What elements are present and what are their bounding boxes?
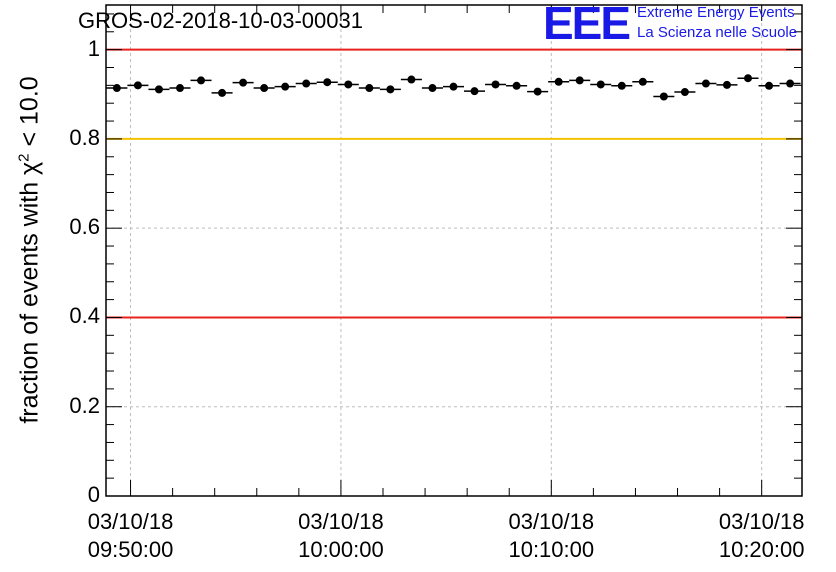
x-tick-time: 10:00:00 [298, 537, 384, 562]
data-point [638, 77, 647, 86]
data-point [344, 80, 353, 89]
x-tick-date: 03/10/18 [87, 509, 174, 534]
x-tick-time: 09:50:00 [87, 537, 174, 562]
x-tick-date: 03/10/18 [718, 509, 805, 534]
data-point [197, 76, 206, 85]
data-point [407, 75, 416, 84]
data-point [365, 84, 374, 93]
data-point [449, 82, 458, 91]
data-point [786, 79, 795, 88]
x-tick-label: 03/10/18 09:50:00 [66, 508, 196, 564]
data-point [617, 81, 626, 90]
data-point [533, 87, 542, 96]
chart-title: GROS-02-2018-10-03-00031 [78, 8, 363, 33]
x-tick-date: 03/10/18 [508, 509, 595, 534]
data-point [701, 79, 710, 88]
plot-frame [105, 4, 803, 497]
data-point [112, 84, 121, 93]
data-point [470, 87, 479, 96]
data-points [106, 74, 801, 101]
data-point [218, 88, 227, 97]
y-tick-label: 0.2 [69, 392, 100, 418]
data-point [302, 79, 311, 88]
data-point [722, 80, 731, 89]
data-point [175, 84, 184, 93]
data-point [239, 78, 248, 87]
y-tick-label: 0.6 [69, 214, 100, 240]
data-point [554, 77, 563, 86]
x-tick-time: 10:20:00 [718, 537, 805, 562]
data-point [596, 80, 605, 89]
reference-lines [106, 48, 802, 319]
data-point [260, 84, 269, 93]
eee-logo: EEE [543, 0, 631, 49]
y-tick-label: 0.4 [69, 303, 100, 329]
data-point [154, 85, 163, 94]
data-point [281, 82, 290, 91]
data-point [575, 76, 584, 85]
data-point [744, 74, 753, 83]
data-point [428, 84, 437, 93]
logo-line-1: Extreme Energy Events [637, 4, 795, 21]
grid-lines [106, 5, 802, 496]
x-tick-label: 03/10/18 10:10:00 [486, 508, 616, 564]
y-tick-label: 1 [87, 35, 100, 61]
data-point [133, 81, 142, 90]
data-point [512, 81, 521, 90]
logo-line-2: La Scienza nelle Scuole [637, 24, 798, 41]
data-point [323, 78, 332, 87]
x-tick-label: 03/10/18 10:00:00 [276, 508, 406, 564]
y-tick-label: 0.8 [69, 124, 100, 150]
data-point [680, 88, 689, 97]
data-point [386, 85, 395, 94]
x-tick-date: 03/10/18 [298, 509, 384, 534]
data-point [659, 92, 668, 101]
plot-border [105, 4, 803, 497]
x-tick-time: 10:10:00 [508, 537, 595, 562]
data-point [765, 81, 774, 90]
data-point [491, 80, 500, 89]
x-tick-label: 03/10/18 10:20:00 [697, 508, 827, 564]
y-tick-label: 0 [87, 482, 100, 507]
